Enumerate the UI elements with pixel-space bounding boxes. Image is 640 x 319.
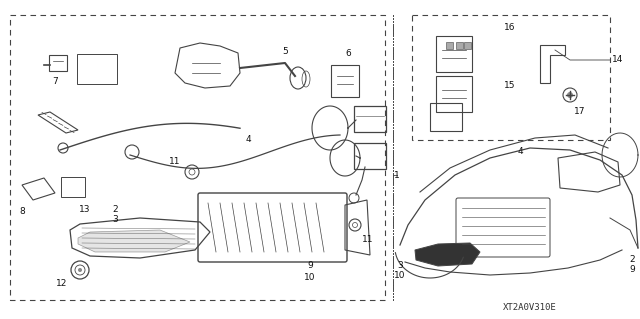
Text: 9: 9 [629, 265, 635, 275]
Text: 3: 3 [112, 216, 118, 225]
Text: 17: 17 [574, 108, 586, 116]
Text: 13: 13 [79, 205, 91, 214]
Text: 8: 8 [19, 207, 25, 217]
FancyBboxPatch shape [445, 41, 452, 48]
Text: 15: 15 [504, 80, 516, 90]
Text: 14: 14 [612, 56, 624, 64]
Circle shape [567, 92, 573, 98]
Text: 11: 11 [169, 158, 180, 167]
FancyBboxPatch shape [456, 41, 463, 48]
Text: 16: 16 [504, 24, 516, 33]
Text: 1: 1 [394, 170, 400, 180]
Text: 2: 2 [629, 256, 635, 264]
FancyBboxPatch shape [463, 41, 470, 48]
Text: 2: 2 [112, 205, 118, 214]
Polygon shape [415, 243, 480, 266]
Text: 9: 9 [307, 261, 313, 270]
Text: 10: 10 [394, 271, 406, 279]
Text: 4: 4 [517, 147, 523, 157]
Text: 5: 5 [282, 48, 288, 56]
Text: XT2A0V310E: XT2A0V310E [503, 303, 557, 313]
Text: 12: 12 [56, 278, 68, 287]
Polygon shape [78, 230, 190, 252]
Text: 10: 10 [304, 272, 316, 281]
Text: 3: 3 [397, 261, 403, 270]
Circle shape [78, 268, 82, 272]
Text: 4: 4 [245, 136, 251, 145]
Bar [10, 15, 385, 300]
Text: 11: 11 [362, 235, 374, 244]
Text: 7: 7 [52, 78, 58, 86]
Bar [412, 15, 610, 140]
Text: 6: 6 [345, 49, 351, 58]
